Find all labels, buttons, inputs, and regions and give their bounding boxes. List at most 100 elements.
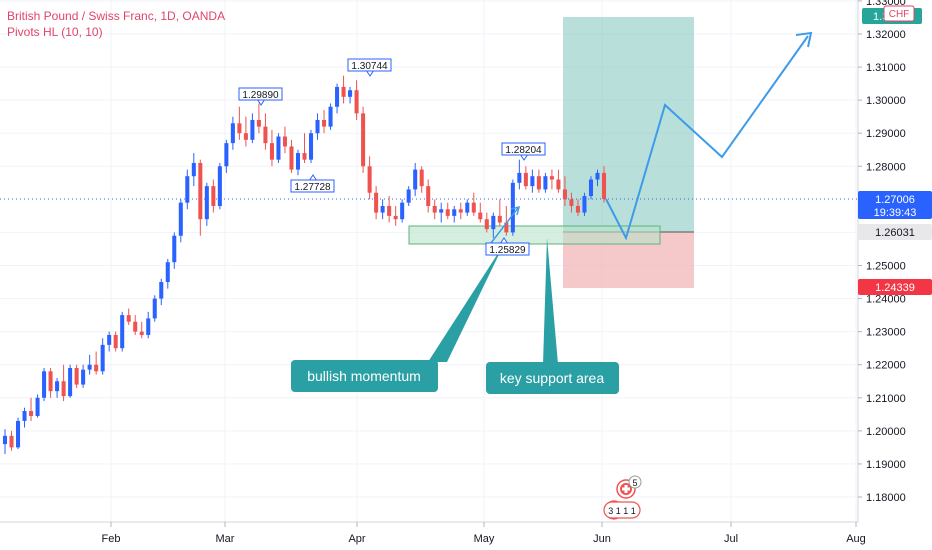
candle [308,129,314,163]
currency-badge[interactable]: CHF [883,5,915,22]
candle [172,232,177,269]
candle [601,166,607,203]
svg-text:CHF: CHF [889,9,910,20]
plot-area[interactable] [0,0,858,522]
candle [191,153,196,187]
candle [354,80,359,120]
candle [165,258,170,289]
candle [569,192,574,213]
candle [94,351,99,375]
callout-2-text: key support area [500,370,604,386]
candle [484,212,489,233]
candle [400,199,405,223]
candle [289,139,294,173]
candle [445,202,450,220]
pivot-label: 1.27728 [290,174,335,193]
candle [185,169,190,210]
candle [22,407,27,428]
price-ticks: 1.33000 1.32000 1.31000 1.30000 1.29000 1.280… [858,0,906,504]
candle [263,113,268,150]
candle [256,103,261,134]
price-tick-label: 1.24000 [866,294,906,306]
candle [113,331,118,352]
price-tick-label: 1.30000 [866,95,906,107]
candle [341,75,346,104]
candle [282,126,287,154]
candle [361,106,366,173]
candle [159,278,164,306]
time-ticks: Feb Mar Apr May Jun Jul Aug [102,522,866,545]
candle [139,321,144,339]
candle [471,192,476,216]
candle [406,186,411,206]
pivot-label: 1.25829 [485,237,530,256]
price-tick-label: 1.25000 [866,261,906,273]
candle [465,199,470,216]
candle [35,394,40,418]
candle [328,103,333,130]
support-box[interactable] [408,225,661,245]
candle [55,377,60,398]
candle [68,364,73,398]
time-tick-label: Apr [348,533,365,545]
svg-text:1.27006: 1.27006 [875,194,915,206]
candle [536,169,541,193]
candle [230,116,235,150]
candle [224,139,229,173]
candle [543,172,548,193]
callout-1-tail [428,244,504,362]
price-tick-label: 1.32000 [866,29,906,41]
candle [302,133,307,163]
candle [48,368,53,398]
candle [120,311,125,352]
candle [478,202,483,223]
indicator-title[interactable]: Pivots HL (10, 10) [7,25,103,39]
candle [250,113,255,144]
candle [243,116,248,147]
candle [198,159,203,236]
candle [315,113,320,140]
candle [16,417,21,450]
price-tick-label: 1.29000 [866,128,906,140]
candle [419,166,424,193]
svg-text:1.28204: 1.28204 [505,145,542,156]
price-tick-label: 1.28000 [866,161,906,173]
candle [374,186,379,220]
candle [146,311,151,339]
candle [575,199,580,216]
event-badges[interactable]: 5 3 1 1 1 [603,475,642,520]
event-count: 5 [632,478,637,488]
candle [100,338,105,375]
candle [510,179,515,236]
candle [582,192,587,216]
candle [81,364,86,388]
candle [562,176,567,206]
candle [322,110,327,134]
candle [29,397,34,421]
price-axis[interactable] [858,0,932,550]
candle [178,199,183,243]
candle [2,429,8,455]
svg-text:1.29890: 1.29890 [242,90,279,101]
symbol-title[interactable]: British Pound / Swiss Franc, 1D, OANDA [7,9,225,23]
time-tick-label: Aug [846,533,866,545]
price-tick-label: 1.23000 [866,327,906,339]
callout-1-box[interactable] [291,360,438,392]
candle [595,169,600,187]
candle [42,368,47,402]
candle [133,315,138,335]
svg-text:1.25829: 1.25829 [489,245,526,256]
candle [413,162,418,197]
callout-2-box[interactable] [486,362,619,394]
time-axis[interactable] [0,522,858,550]
projection-path[interactable] [605,35,809,241]
callout-1-text: bullish momentum [307,368,421,384]
candles [2,75,607,455]
svg-text:1.30744: 1.30744 [351,61,388,72]
candle [549,169,554,190]
candle [530,169,535,193]
time-tick-label: Jul [724,533,738,545]
current-price-tag: 1.27006 19:39:43 [858,191,932,219]
candle [517,159,522,190]
